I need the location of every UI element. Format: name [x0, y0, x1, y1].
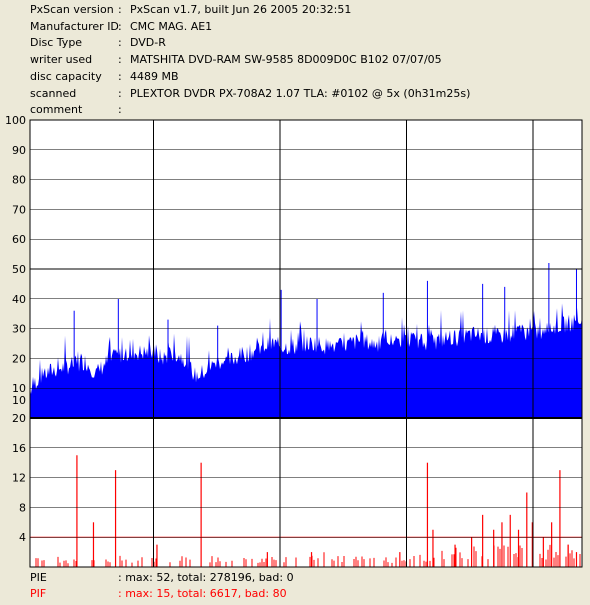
pie-y-tick-label: 60	[12, 233, 26, 246]
info-value: CMC MAG. AE1	[130, 19, 213, 33]
pie-y-tick-label: 70	[12, 203, 26, 216]
info-key: disc capacity	[30, 69, 102, 83]
pif-y-tick-label: 4	[19, 531, 26, 544]
pie-label: PIE	[30, 571, 47, 584]
pie-y-tick-label: 100	[5, 114, 26, 127]
pie-y-tick-label: 90	[12, 144, 26, 157]
info-key: Disc Type	[30, 36, 83, 50]
info-value: DVD-R	[130, 36, 166, 50]
info-colon: :	[118, 103, 122, 117]
pie-y-tick-label: 40	[12, 293, 26, 306]
info-key: writer used	[30, 53, 93, 67]
pie-y-tick-label: 30	[12, 323, 26, 336]
info-value: PLEXTOR DVDR PX-708A2 1.07 TLA: #0102 @ …	[130, 86, 471, 100]
chart-border	[29, 119, 583, 568]
info-colon: :	[118, 53, 122, 67]
pif-y-tick-label: 12	[12, 472, 26, 485]
pie-y-tick-label: 80	[12, 174, 26, 187]
info-colon: :	[118, 69, 122, 83]
pif-summary: : max: 15, total: 6617, bad: 80	[118, 587, 287, 600]
info-colon: :	[118, 36, 122, 50]
info-value: MATSHITA DVD-RAM SW-9585 8D009D0C B102 0…	[130, 53, 442, 67]
info-colon: :	[118, 19, 122, 33]
info-value: PxScan v1.7, built Jun 26 2005 20:32:51	[130, 3, 352, 16]
pif-label: PIF	[30, 587, 47, 600]
pif-y-tick-label: 20	[12, 412, 26, 425]
pif-y-tick-label: 8	[19, 501, 26, 514]
pie-y-tick-label: 50	[12, 263, 26, 276]
info-colon: :	[118, 3, 122, 16]
pie-y-tick-label: 10	[12, 394, 26, 407]
info-key: scanned	[30, 86, 77, 100]
pie-summary: : max: 52, total: 278196, bad: 0	[118, 571, 294, 584]
info-value: 4489 MB	[130, 69, 179, 83]
pif-y-tick-label: 16	[12, 442, 26, 455]
pie-y-tick-label: 10	[12, 382, 26, 395]
info-key: Manufacturer ID	[30, 19, 119, 33]
info-key: PxScan version	[30, 3, 114, 16]
pie-y-tick-label: 20	[12, 352, 26, 365]
pif-plot-background	[30, 418, 582, 567]
info-key: comment	[30, 103, 83, 117]
info-colon: :	[118, 86, 122, 100]
